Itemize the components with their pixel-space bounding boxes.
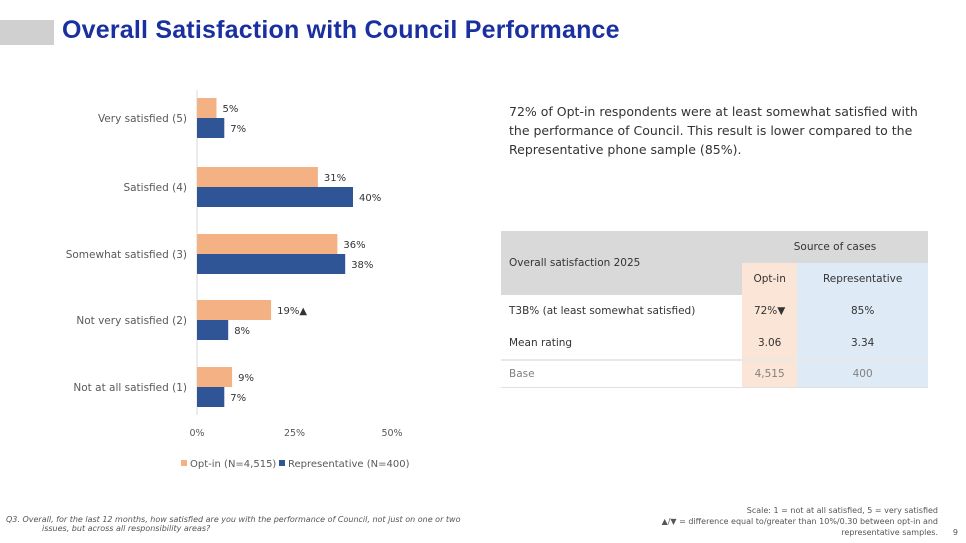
data-label: 19%▲ bbox=[277, 306, 307, 317]
x-tick-label: 50% bbox=[381, 428, 402, 439]
table-row: Mean rating 3.06 3.34 bbox=[501, 327, 928, 360]
x-tick-label: 0% bbox=[189, 428, 204, 439]
legend-label: Representative (N=400) bbox=[288, 459, 410, 470]
data-label: 9% bbox=[238, 373, 254, 384]
bar-optin bbox=[197, 234, 338, 254]
bar-representative bbox=[197, 254, 346, 274]
category-label: Satisfied (4) bbox=[123, 182, 187, 194]
category-label: Very satisfied (5) bbox=[98, 113, 187, 125]
diff-note-line-1: ▲/▼ = difference equal to/greater than 1… bbox=[661, 517, 938, 526]
category-label: Not very satisfied (2) bbox=[76, 315, 187, 327]
satisfaction-bar-chart: Very satisfied (5) 5% 7% Satisfied (4) 31% 40… bbox=[66, 90, 410, 470]
data-label: 5% bbox=[223, 104, 239, 115]
data-label: 7% bbox=[230, 393, 246, 404]
cell-representative: 400 bbox=[797, 359, 928, 388]
title-accent-block bbox=[0, 20, 54, 45]
bar-optin bbox=[197, 367, 233, 387]
data-label: 31% bbox=[324, 173, 346, 184]
x-tick-label: 25% bbox=[284, 428, 305, 439]
data-label: 8% bbox=[234, 326, 250, 337]
row-label: T3B% (at least somewhat satisfied) bbox=[509, 305, 696, 317]
bar-representative bbox=[197, 387, 225, 407]
scale-footnote: Scale: 1 = not at all satisfied, 5 = ver… bbox=[662, 505, 938, 538]
row-label: Base bbox=[501, 359, 742, 388]
data-label: 38% bbox=[351, 260, 373, 271]
bar-optin bbox=[197, 300, 272, 320]
data-label: 36% bbox=[343, 240, 365, 251]
legend-swatch bbox=[279, 460, 285, 466]
cell-optin: 72%▼ bbox=[742, 295, 798, 327]
bar-optin bbox=[197, 167, 318, 187]
table-group-header: Source of cases bbox=[742, 231, 928, 263]
data-label: 7% bbox=[230, 124, 246, 135]
bar-optin bbox=[197, 98, 217, 118]
diff-note-line-2: representative samples. bbox=[841, 528, 938, 537]
question-line-1: Q3. Overall, for the last 12 months, how… bbox=[6, 515, 461, 524]
bar-representative bbox=[197, 118, 225, 138]
question-footnote: Q3. Overall, for the last 12 months, how… bbox=[6, 515, 506, 533]
page-number: 9 bbox=[952, 528, 958, 537]
category-label: Not at all satisfied (1) bbox=[73, 382, 187, 394]
legend-label: Opt-in (N=4,515) bbox=[190, 459, 276, 470]
summary-text: 72% of Opt-in respondents were at least … bbox=[509, 104, 918, 157]
cell-representative: 3.34 bbox=[797, 327, 928, 360]
satisfaction-table: Overall satisfaction 2025 Source of case… bbox=[501, 231, 928, 388]
table-row: T3B% (at least somewhat satisfied) 72%▼ … bbox=[501, 295, 928, 327]
bar-representative bbox=[197, 187, 353, 207]
table-row-base: Base 4,515 400 bbox=[501, 359, 928, 388]
col-header-representative: Representative bbox=[797, 263, 928, 295]
legend-swatch bbox=[181, 460, 187, 466]
cell-representative: 85% bbox=[797, 295, 928, 327]
bar-representative bbox=[197, 320, 229, 340]
cell-optin: 3.06 bbox=[742, 327, 798, 360]
cell-optin: 4,515 bbox=[742, 359, 798, 388]
table-row-header: Overall satisfaction 2025 bbox=[501, 231, 742, 295]
question-line-2: issues, but across all responsibility ar… bbox=[42, 524, 211, 533]
col-header-optin: Opt-in bbox=[742, 263, 798, 295]
category-label: Somewhat satisfied (3) bbox=[66, 249, 187, 261]
data-label: 40% bbox=[359, 193, 381, 204]
row-label: Mean rating bbox=[509, 337, 573, 349]
page-title: Overall Satisfaction with Council Perfor… bbox=[62, 16, 620, 44]
scale-note: Scale: 1 = not at all satisfied, 5 = ver… bbox=[746, 506, 938, 515]
